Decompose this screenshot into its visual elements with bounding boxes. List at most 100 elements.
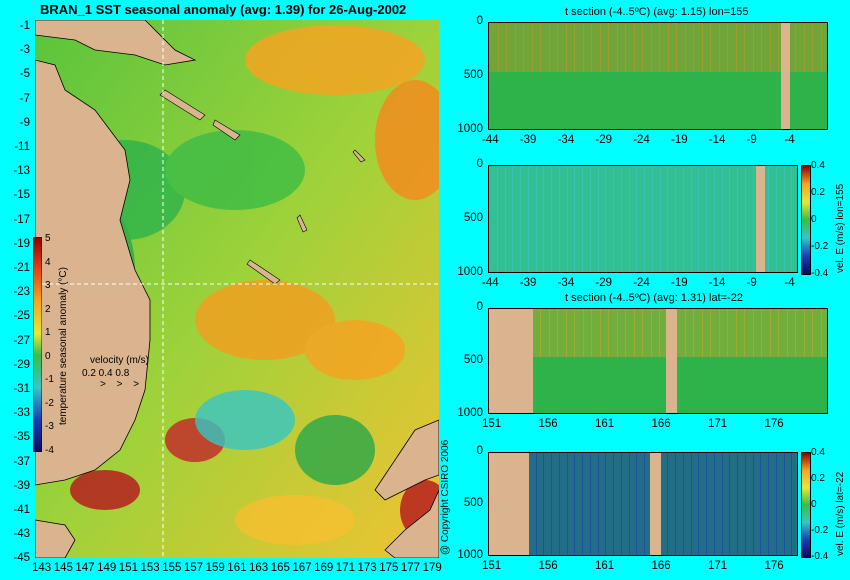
section-stripe: [684, 309, 694, 357]
section-stripe: [744, 23, 754, 72]
map-lon-tick: 147: [75, 562, 95, 574]
section-stripe: [574, 166, 583, 272]
section-stripe: [512, 166, 521, 272]
section-x-tick: -19: [671, 134, 688, 146]
section-stripe: [566, 166, 576, 272]
section-stripe: [769, 309, 779, 357]
section-stripe: [557, 23, 567, 72]
section-stripe: [514, 23, 524, 72]
section-land: [755, 166, 765, 272]
warm-anomaly-patches: [70, 25, 439, 545]
section-colorbar-tick: 0.2: [811, 187, 825, 198]
section-stripe: [591, 23, 601, 72]
section-y-tick: 1000: [457, 407, 483, 419]
section-colorbar-tick: -0.2: [811, 241, 829, 252]
section-stripe: [768, 453, 777, 555]
section-stripe: [791, 453, 797, 555]
section-y-tick: 0: [476, 301, 483, 313]
section-x-tick: -29: [595, 277, 613, 289]
section-stripe: [489, 166, 498, 272]
section-y-tick: 1000: [457, 549, 483, 561]
copyright-notice: @ Copyright CSIRO 2006: [440, 439, 451, 555]
map-lat-tick: -39: [13, 479, 30, 492]
section-stripe: [713, 453, 723, 555]
map-colorbar-tick: -3: [45, 421, 54, 432]
section-stripe: [613, 453, 622, 555]
section-stripe: [497, 23, 507, 72]
section-stripe: [667, 166, 676, 272]
section-stripe: [760, 453, 769, 555]
map-colorbar-tick: -1: [45, 374, 54, 385]
section-land: [650, 453, 662, 555]
section-stripe: [574, 23, 584, 72]
section-stripe: [729, 453, 738, 555]
section-land: [665, 309, 677, 413]
tasmania-landmass: [35, 519, 76, 558]
section-x-tick: -4: [784, 277, 795, 289]
section-y-tick: 500: [463, 497, 483, 509]
section-stripe: [795, 23, 805, 72]
map-lat-tick: -27: [13, 334, 30, 347]
section-stripe: [682, 166, 692, 272]
section-x-tick: 176: [764, 418, 784, 430]
section-stripe: [543, 166, 552, 272]
map-lat-tick: -15: [13, 189, 30, 202]
section-stripe: [540, 309, 550, 357]
section-stripe: [682, 453, 692, 555]
map-lat-tick: -11: [14, 141, 30, 153]
section-stripe: [775, 453, 785, 555]
section-y-tick: 0: [476, 15, 483, 27]
map-lon-tick: 159: [205, 562, 225, 574]
section-plot: [488, 165, 798, 273]
map-lat-tick: -3: [19, 44, 30, 57]
section-stripe: [520, 166, 529, 272]
section-stripe: [812, 23, 822, 72]
map-colorbar-tick: 3: [45, 280, 51, 291]
map-lat-tick: -21: [13, 262, 30, 274]
section-stripe: [650, 309, 660, 357]
section-stripe: [727, 23, 737, 72]
section-stripe: [735, 23, 745, 72]
section-stripe: [737, 166, 746, 272]
section-stripe: [642, 23, 652, 72]
section-stripe: [540, 23, 550, 72]
section-stripe: [642, 309, 652, 357]
section-colorbar: [801, 165, 811, 275]
section-stripe: [633, 23, 643, 72]
section-x-tick: -4: [784, 134, 795, 146]
section-x-tick: -24: [633, 134, 650, 146]
map-lon-tick: 175: [379, 562, 399, 574]
section-y-tick: 1000: [457, 266, 483, 278]
map-lon-tick: 173: [357, 562, 377, 574]
section-stripe: [769, 23, 779, 72]
section-stripe: [558, 453, 568, 555]
section-land: [489, 309, 534, 413]
section-stripe: [812, 309, 822, 357]
section-stripe: [620, 453, 630, 555]
map-colorbar-tick: 0: [45, 350, 51, 362]
section-stripe: [718, 23, 728, 72]
section-stripe: [496, 166, 506, 272]
section-stripe: [527, 453, 537, 555]
section-x-tick: -39: [519, 277, 537, 289]
section-stripe: [589, 166, 599, 272]
section-colorbar-tick: 0.2: [811, 473, 825, 484]
section-stripe: [744, 453, 754, 555]
map-lat-tick: -13: [13, 165, 30, 178]
section-stripe: [659, 23, 669, 72]
section-x-tick: -29: [595, 134, 613, 146]
section-x-tick: 151: [482, 418, 502, 430]
map-lat-tick: -35: [13, 431, 30, 444]
section-stripe: [659, 453, 669, 555]
section-stripe: [721, 453, 731, 555]
section-stripe: [558, 166, 568, 272]
section-x-tick: -24: [633, 277, 650, 289]
section-stripe: [535, 453, 545, 555]
section-stripe: [543, 453, 552, 555]
section-x-tick: -9: [746, 277, 757, 289]
section-stripe: [710, 309, 720, 357]
section-stripe: [752, 23, 762, 72]
section-y-tick: 500: [463, 69, 483, 81]
section-stripe: [644, 453, 653, 555]
section-stripe: [735, 309, 745, 357]
